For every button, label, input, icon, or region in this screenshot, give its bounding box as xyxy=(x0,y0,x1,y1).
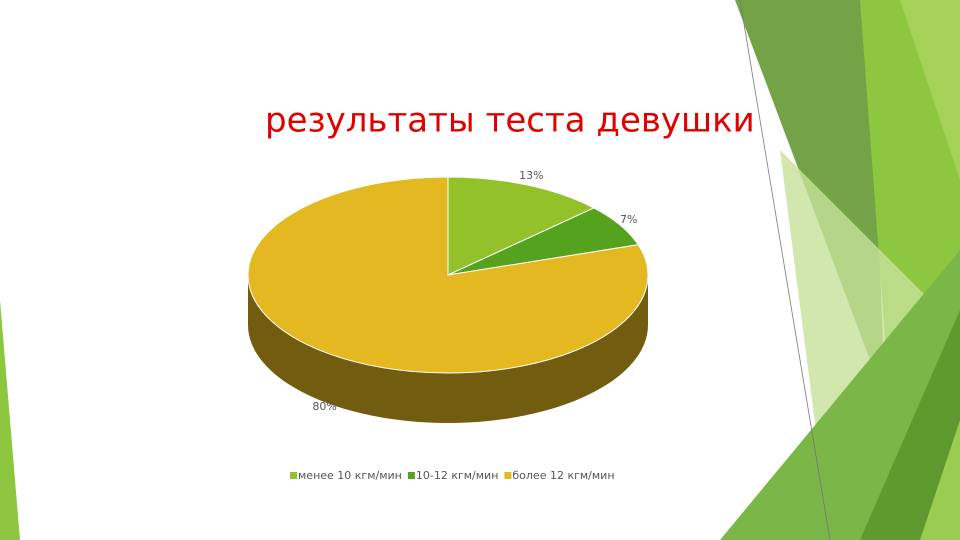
legend-swatch xyxy=(407,472,415,479)
slice xyxy=(447,176,595,276)
legend: менее 10 кгм/мин 10-12 кгм/мин более 12 кг… xyxy=(290,469,615,482)
legend-swatch xyxy=(290,472,297,479)
slice-side xyxy=(248,275,648,423)
data-label: 13% xyxy=(519,169,543,182)
slice xyxy=(247,176,649,374)
data-label: 7% xyxy=(620,213,637,226)
data-label: 80% xyxy=(312,400,336,413)
legend-swatch xyxy=(504,472,512,479)
legend-label: 10-12 кгм/мин xyxy=(416,469,499,482)
legend-label: менее 10 кгм/мин xyxy=(298,469,402,482)
pie: 13% 7% 80% xyxy=(247,169,649,423)
legend-label: более 12 кгм/мин xyxy=(512,469,614,482)
chart-title: результаты теста девушки xyxy=(265,101,755,141)
